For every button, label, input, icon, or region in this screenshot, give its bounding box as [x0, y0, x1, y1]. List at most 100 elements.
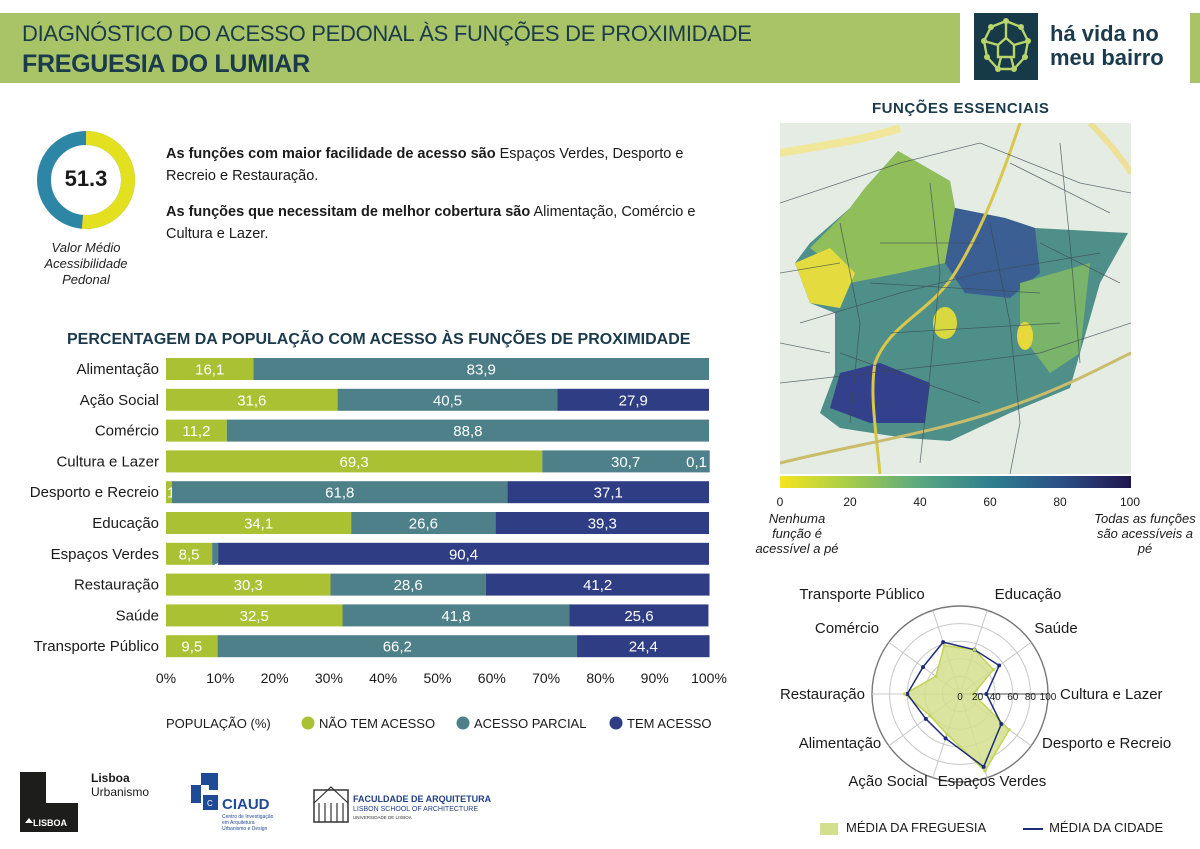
bar-value-label: 40,5	[433, 392, 462, 409]
bar-value-label: 26,6	[409, 516, 438, 533]
x-tick-label: 70%	[532, 670, 560, 686]
radar-tick-label: 0	[957, 692, 963, 703]
bar-segment	[495, 512, 709, 534]
radar-point-freguesia	[1007, 728, 1011, 732]
radar-point-cidade	[941, 640, 946, 645]
category-label: Cultura e Lazer	[56, 453, 159, 470]
summary-best: As funções com maior facilidade de acess…	[166, 143, 726, 187]
brand-logo: há vida no meu bairro	[960, 0, 1190, 96]
bar-segment	[171, 481, 508, 504]
rosette-house-icon	[974, 13, 1038, 80]
bar-value-label: 27,9	[619, 392, 648, 409]
fa-line-3: UNIVERSIDADE DE LISBOA	[353, 815, 412, 820]
radar-tick-label: 60	[1007, 692, 1019, 703]
radar-point-freguesia	[972, 648, 977, 652]
gauge-caption: Valor Médio Acessibilidade Pedonal	[30, 240, 142, 288]
x-tick-label: 80%	[586, 670, 614, 686]
bar-segment	[351, 512, 496, 534]
stacked-bar-chart: Alimentação 16,1 83,9 Ação Social 31,6 40,5 27…	[30, 358, 727, 731]
category-label: Saúde	[116, 607, 159, 624]
bar-value-label: 34,1	[244, 516, 273, 533]
radar-point-freguesia	[934, 674, 938, 679]
bar-value-label: 37,1	[594, 485, 623, 502]
ciaud-name: CIAUD	[222, 796, 270, 813]
bar-segment	[218, 542, 710, 565]
radar-point-cidade	[920, 665, 925, 670]
accessibility-map[interactable]	[780, 123, 1131, 474]
radar-chart: 0 20 40 60 80 100 Cultura e Lazer Desporto e Re…	[780, 586, 1171, 790]
radar-tick-label: 40	[990, 692, 1002, 703]
legend-label-freguesia: MÉDIA DA FREGUESIA	[846, 820, 986, 835]
radar-axis-label: Espaços Verdes	[938, 773, 1046, 790]
bar-segment	[166, 358, 254, 380]
bar-value-label: 25,6	[624, 608, 653, 625]
bar-segment	[342, 604, 570, 627]
lisboa-line-1: Lisboa	[91, 771, 130, 785]
bar-segment	[212, 542, 219, 565]
category-label: Ação Social	[80, 392, 159, 409]
bar-value-label: 32,5	[240, 608, 269, 625]
gauge-fill	[37, 131, 135, 229]
radar-point-freguesia	[971, 692, 975, 696]
gauge-caption-line: Valor Médio	[51, 240, 121, 255]
fa-line-1: FACULDADE DE ARQUITETURA	[353, 794, 492, 804]
radar-axis-label: Restauração	[780, 686, 865, 703]
radar-tick-label: 20	[972, 692, 984, 703]
radar-point-cidade	[905, 692, 910, 696]
radar-point-cidade	[923, 716, 928, 721]
x-tick-label: 40%	[369, 670, 397, 686]
bar-segment	[569, 604, 709, 627]
bar-segment	[217, 635, 578, 658]
bar-segment	[166, 512, 352, 534]
radar-axis-label: Transporte Público	[799, 586, 924, 603]
bar-value-label: 41,2	[583, 577, 612, 594]
radar-tick-label: 100	[1040, 692, 1057, 703]
accessibility-gauge	[37, 131, 135, 229]
map-graphic	[780, 123, 1131, 474]
bar-value-label: 28,6	[394, 577, 423, 594]
radar-point-freguesia	[983, 769, 987, 773]
gauge-caption-line: Pedonal	[62, 272, 110, 287]
legend-marker	[609, 716, 623, 730]
bar-value-label: 30,7	[611, 454, 640, 471]
bar-value-label: 88,8	[453, 423, 482, 440]
bar-segment	[330, 573, 486, 596]
brand-name: há vida no meu bairro	[1050, 22, 1164, 70]
bar-value-label: 24,4	[629, 639, 658, 656]
summary-text: As funções com maior facilidade de acess…	[166, 143, 726, 259]
bar-segment	[166, 573, 331, 596]
summary-worst-lead: As funções que necessitam de melhor cobe…	[166, 204, 531, 220]
radar-axis-label: Desporto e Recreio	[1042, 735, 1171, 752]
legend-marker	[301, 716, 315, 730]
bar-segment	[557, 388, 709, 411]
bar-value-label: 16,1	[195, 362, 224, 379]
legend-label-cidade: MÉDIA DA CIDADE	[1049, 820, 1164, 835]
category-label: Alimentação	[76, 361, 159, 378]
x-tick-label: 50%	[423, 670, 451, 686]
radar-point-cidade	[981, 764, 986, 769]
legend-label: ACESSO PARCIAL	[474, 716, 586, 731]
x-tick-label: 0%	[156, 670, 176, 686]
bar-segment	[166, 604, 343, 627]
radar-axis-label: Saúde	[1034, 620, 1077, 637]
legend-swatch-freguesia	[820, 822, 838, 835]
colorbar-tick: 20	[843, 495, 857, 509]
bar-chart-title: PERCENTAGEM DA POPULAÇÃO COM ACESSO ÀS F…	[67, 331, 691, 348]
radar-axis-label: Cultura e Lazer	[1060, 686, 1163, 703]
bar-segment	[337, 388, 558, 411]
colorbar-tick: 60	[983, 495, 997, 509]
category-label: Comércio	[95, 423, 159, 440]
bar-value-label: 11,2	[182, 423, 210, 440]
legend-marker	[456, 716, 470, 730]
colorbar-caption-max: Todas as funções são acessíveis a pé	[1094, 511, 1196, 556]
radar-tick-label: 80	[1025, 692, 1037, 703]
radar-point-freguesia	[902, 692, 907, 696]
radar-point-freguesia	[945, 732, 949, 736]
colorbar-caption-min: Nenhuma função é acessível a pé	[755, 511, 839, 556]
category-label: Espaços Verdes	[51, 546, 159, 563]
radar-point-cidade	[943, 736, 948, 741]
bar-value-label: 61,8	[325, 485, 354, 502]
x-tick-label: 90%	[641, 670, 669, 686]
radar-point-freguesia	[928, 714, 932, 718]
summary-best-lead: As funções com maior facilidade de acess…	[166, 146, 496, 162]
